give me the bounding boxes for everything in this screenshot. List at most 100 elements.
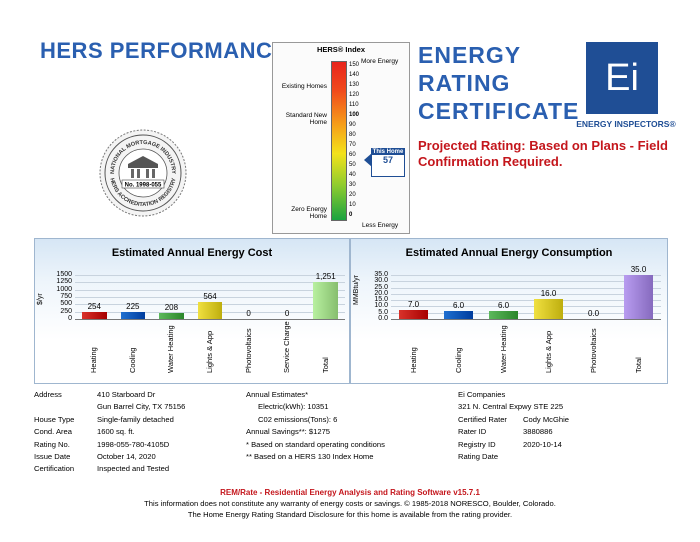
this-home-label: This Home [372,149,404,155]
address-line-1: 410 Starboard Dr [97,390,156,399]
hers-scale-tick: 70 [349,142,356,148]
consumption-chart-title: Estimated Annual Energy Consumption [405,247,613,259]
gridline [75,297,345,298]
hers-scale-tick: 100 [349,112,360,118]
page-title: HERS PERFORMANCE [40,38,288,63]
bar-heating [81,311,107,319]
issue-date-label: Issue Date [34,452,71,462]
y-tick-label: 1000 [56,285,72,293]
bar-value-label: 254 [87,301,101,311]
bar-total [313,282,339,319]
bar-cooling [120,312,146,319]
bar-value-label: 7.0 [407,300,420,310]
house-type-label: House Type [34,414,75,424]
rater-values: Cody McGhie 3880886 2020-10-14 [523,414,569,451]
cost-chart-panel: Estimated Annual Energy Cost 1500 1250 100… [34,238,350,384]
hers-scale-tick: 110 [349,102,359,108]
hers-scale-tick: 60 [349,152,356,158]
bar-water-heating [489,311,518,319]
existing-homes-label: Existing Homes [281,83,327,90]
rating-no-label: Rating No. [34,439,70,449]
gridline [391,281,661,283]
consumption-chart-panel: Estimated Annual Energy Consumption 35.0… [350,238,668,384]
bar-value-label: 6.0 [452,301,465,311]
rater-id-label: Rater ID [458,427,487,437]
hers-scale-tick: 140 [349,72,360,78]
bar-value-label: 225 [126,302,140,312]
hers-scale-tick: 120 [349,92,360,98]
category-label: Heating [89,347,99,373]
projected-rating-note: Projected Rating: Based on Plans - Field… [418,138,668,169]
y-tick-label: 0.0 [378,315,388,322]
gridline [391,287,661,289]
certificate-title-line-2: RATING [418,70,511,96]
gridline [75,282,345,284]
rating-date-label: Rating Date [458,452,499,462]
issue-date-value: October 14, 2020 [97,452,156,462]
y-tick-label: 15.0 [374,296,388,304]
category-label: Photovoltaics [588,328,598,373]
y-tick-label: 35.0 [374,271,388,278]
estimates-note-1: * Based on standard operating conditions [246,439,385,449]
certification-label: Certification [34,464,75,474]
y-tick-label: 1500 [56,271,72,278]
bar-water-heating [159,312,184,319]
hers-index-scale: HERS® Index More Energy Less Energy Exis… [272,42,410,234]
rater-company: Ei Companies [458,390,506,399]
ei-logo-caption: ENERGY INSPECTORS® [576,119,676,129]
y-tick-label: 250 [60,307,72,315]
hers-scale-tick: 10 [349,202,356,208]
category-label: Photovoltaics [243,328,253,373]
y-tick-label: 5.0 [378,308,388,316]
software-line: REM/Rate - Residential Energy Analysis a… [220,488,480,497]
y-axis-label: MMBtu/yr [353,275,360,305]
hers-gradient-bar [331,61,347,221]
rater-labels: Ei Companies 321 N. Central Expwy STE 22… [458,389,563,463]
hers-scale-tick: 80 [349,132,356,138]
y-axis-label: $/yr [37,293,44,305]
hers-scale-tick: 50 [349,162,356,168]
address-label: Address [34,390,62,399]
x-axis-line [75,319,345,320]
less-energy-label: Less Energy [362,222,399,229]
ei-logo: Ei [586,42,658,114]
y-tick-label: 20.0 [374,289,388,297]
house-type-value: Single-family detached [97,414,174,424]
bar-cooling [444,311,473,319]
address-line-2: Gun Barrel City, TX 75156 [97,402,186,412]
y-tick-label: 0 [68,315,72,322]
gridline [391,300,661,302]
more-energy-label: More Energy [361,58,399,65]
bar-value-label: 564 [203,292,217,302]
y-tick-label: 25.0 [374,283,388,291]
rating-no-value: 1998-055-780-4105D [97,439,170,449]
certified-rater-label: Certified Rater [458,414,507,424]
category-label: Service Charge [282,321,292,373]
hers-scale-tick: 130 [349,82,360,88]
rater-address: 321 N. Central Expwy STE 225 [458,402,564,412]
gridline [75,289,345,291]
bar-value-label: 35.0 [630,265,647,274]
bar-value-label: 0 [246,309,251,318]
bar-value-label: 208 [164,302,179,312]
category-label: Cooling [127,347,137,373]
y-tick-label: 1250 [56,278,72,286]
accreditation-seal: NATIONAL MORTGAGE INDUSTRY HERS ACCREDIT… [99,129,187,217]
zero-energy-home-label: Zero Energy Home [291,206,327,220]
hers-scale-tick: 90 [349,122,356,128]
gridline [391,275,661,276]
gridline [75,275,345,276]
bar-value-label: 0 [284,309,290,318]
y-tick-label: 750 [60,293,72,300]
category-label: Lights & App [205,330,214,373]
category-label: Total [633,357,643,373]
property-values: 410 Starboard Dr Gun Barrel City, TX 751… [97,389,185,476]
hers-scale-tick: 40 [349,172,356,178]
gridline [391,306,661,308]
gridline [391,312,661,314]
y-tick-label: 500 [60,300,72,308]
bar-value-label: 16.0 [540,288,557,298]
property-labels: Address House Type Cond. Area Rating No.… [34,389,74,476]
this-home-value: 57 [382,155,393,165]
this-home-marker: This Home 57 [364,148,405,177]
